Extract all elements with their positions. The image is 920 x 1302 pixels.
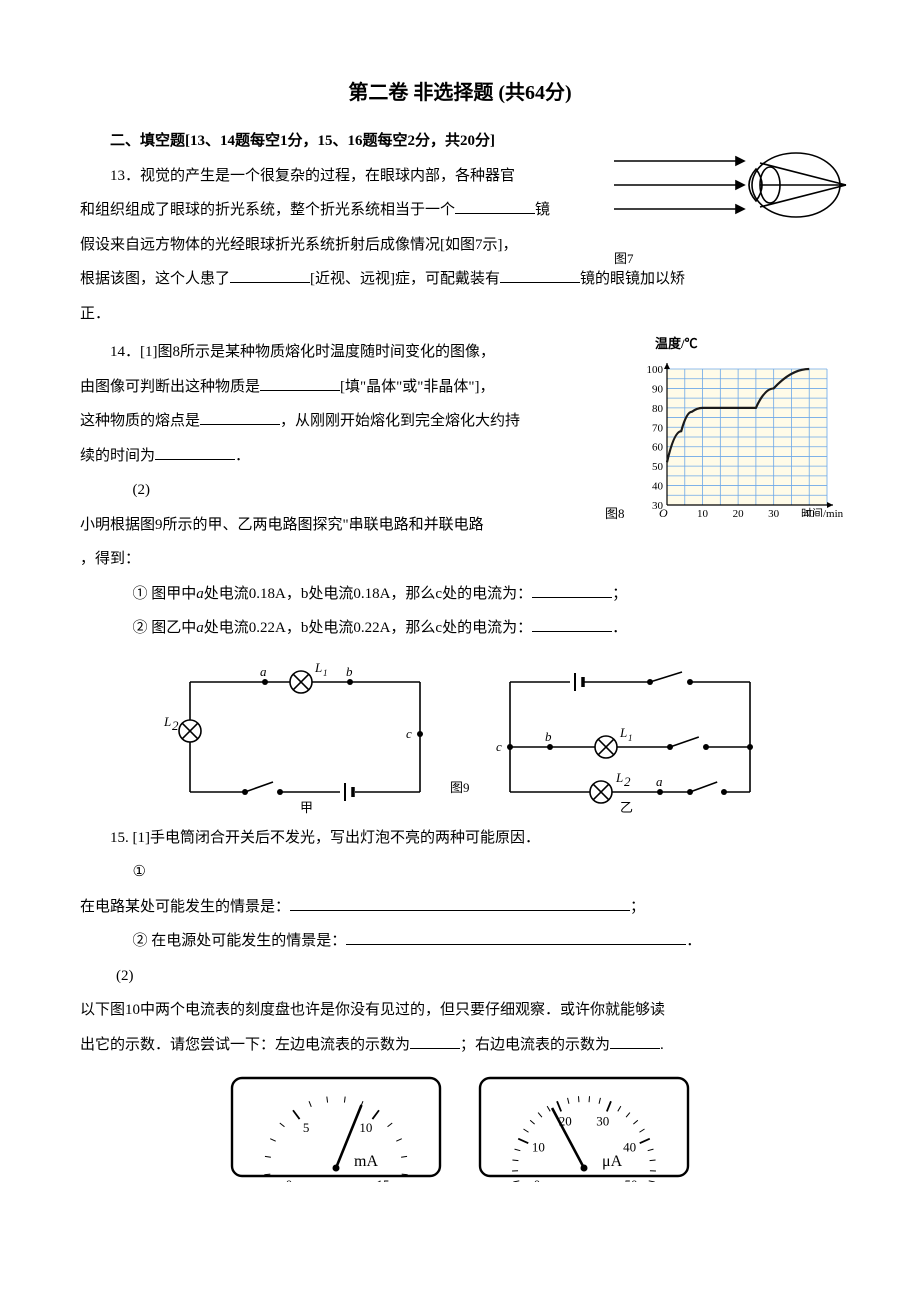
svg-text:b: b bbox=[545, 729, 552, 744]
svg-text:40: 40 bbox=[652, 480, 664, 492]
figure-7: 图7 bbox=[610, 145, 850, 274]
text: ； bbox=[612, 586, 627, 602]
q14-item1: ① 图甲中a处电流0.18A，b处电流0.18A，那么c处的电流为： ； bbox=[80, 577, 840, 612]
q15-item2: ② 在电源处可能发生的情景是： ． bbox=[80, 924, 840, 959]
svg-text:L: L bbox=[163, 714, 171, 729]
svg-text:图9: 图9 bbox=[450, 780, 470, 795]
text: [填"晶体"或"非晶体"]， bbox=[340, 379, 494, 395]
svg-text:2: 2 bbox=[172, 718, 179, 733]
svg-text:2: 2 bbox=[624, 774, 631, 789]
blank-melting-point[interactable] bbox=[200, 408, 280, 426]
q13-line5: 正． bbox=[80, 297, 840, 332]
q15-line1: 15. [1]手电筒闭合开关后不发光，写出灯泡不亮的两种可能原因． bbox=[80, 821, 840, 856]
svg-text:L: L bbox=[314, 660, 322, 675]
text: ，从刚刚开始熔化到完全熔化大约持 bbox=[280, 413, 520, 429]
q15-line3: 以下图10中两个电流表的刻度盘也许是你没有见过的，但只要仔细观察．或许你就能够读 bbox=[80, 993, 840, 1028]
blank-meter-left[interactable] bbox=[410, 1031, 460, 1049]
fig8-ylabel: 温度/℃ bbox=[639, 329, 844, 359]
svg-text:50: 50 bbox=[652, 461, 664, 473]
figure7-caption: 图7 bbox=[610, 244, 850, 274]
svg-text:30: 30 bbox=[596, 1114, 609, 1129]
figure-9: aL1bcL2甲图9bL1cL2a乙 bbox=[80, 652, 840, 817]
q13-block: 图7 13．视觉的产生是一个很复杂的过程，在眼球内部，各种器官 和组织组成了眼球… bbox=[80, 159, 840, 332]
text: 续的时间为 bbox=[80, 448, 155, 464]
figure-10: 051015mA 01020304050μA bbox=[80, 1072, 840, 1196]
q15-item1-body: 在电路某处可能发生的情景是： ； bbox=[80, 890, 840, 925]
blank-correction-lens[interactable] bbox=[500, 266, 580, 284]
a-italic: a bbox=[196, 620, 204, 636]
svg-text:O: O bbox=[659, 506, 668, 517]
svg-text:c: c bbox=[406, 726, 412, 741]
text: 处电流0.22A，b处电流0.22A，那么c处的电流为： bbox=[204, 620, 532, 636]
svg-text:1: 1 bbox=[628, 733, 633, 743]
svg-text:30: 30 bbox=[768, 508, 780, 517]
text: ② 图乙中 bbox=[133, 620, 197, 636]
page-title: 第二卷 非选择题 (共64分) bbox=[80, 70, 840, 116]
svg-text:0: 0 bbox=[286, 1177, 293, 1182]
svg-text:μA: μA bbox=[602, 1153, 623, 1170]
a-italic: a bbox=[196, 586, 204, 602]
text: 和组织组成了眼球的折光系统，整个折光系统相当于一个 bbox=[80, 202, 455, 218]
svg-text:a: a bbox=[260, 664, 267, 679]
text: ． bbox=[686, 933, 701, 949]
text: 这种物质的熔点是 bbox=[80, 413, 200, 429]
q14-item2: ② 图乙中a处电流0.22A，b处电流0.22A，那么c处的电流为： ． bbox=[80, 611, 840, 646]
blank-eye-defect[interactable] bbox=[230, 266, 310, 284]
svg-text:20: 20 bbox=[733, 508, 745, 517]
q14-block: 温度/℃ 3040506070809010010203040O时间/min 图8… bbox=[80, 335, 840, 646]
svg-text:70: 70 bbox=[652, 422, 664, 434]
blank-meter-right[interactable] bbox=[610, 1031, 660, 1049]
svg-text:10: 10 bbox=[697, 508, 709, 517]
svg-text:a: a bbox=[656, 774, 663, 789]
svg-text:10: 10 bbox=[359, 1120, 372, 1135]
text: . bbox=[660, 1037, 664, 1053]
svg-text:80: 80 bbox=[652, 403, 664, 415]
text: 出它的示数．请您尝试一下：左边电流表的示数为 bbox=[80, 1037, 410, 1053]
svg-text:10: 10 bbox=[532, 1140, 545, 1155]
svg-text:c: c bbox=[496, 739, 502, 754]
svg-text:乙: 乙 bbox=[620, 800, 633, 815]
text: 处电流0.18A，b处电流0.18A，那么c处的电流为： bbox=[204, 586, 532, 602]
svg-text:50: 50 bbox=[624, 1177, 637, 1182]
svg-text:40: 40 bbox=[623, 1140, 636, 1155]
svg-text:b: b bbox=[346, 664, 353, 679]
svg-text:5: 5 bbox=[303, 1120, 310, 1135]
blank-duration[interactable] bbox=[155, 442, 235, 460]
figure8-caption: 图8 bbox=[605, 499, 625, 529]
blank-current-c1[interactable] bbox=[532, 580, 612, 598]
text: [近视、远视]症，可配戴装有 bbox=[310, 271, 500, 287]
svg-text:0: 0 bbox=[534, 1177, 541, 1182]
figure-8: 温度/℃ 3040506070809010010203040O时间/min 图8 bbox=[639, 329, 844, 530]
svg-text:L: L bbox=[615, 770, 623, 785]
text: 根据该图，这个人患了 bbox=[80, 271, 230, 287]
q15-sub2: (2) bbox=[80, 959, 840, 994]
blank-crystal[interactable] bbox=[260, 373, 340, 391]
q15-item1: ① bbox=[80, 855, 840, 890]
q14-line6: ，得到： bbox=[80, 542, 840, 577]
svg-text:15: 15 bbox=[377, 1177, 390, 1182]
svg-text:90: 90 bbox=[652, 383, 664, 395]
svg-text:60: 60 bbox=[652, 442, 664, 454]
blank-current-c2[interactable] bbox=[532, 615, 612, 633]
svg-text:mA: mA bbox=[354, 1153, 378, 1170]
svg-text:甲: 甲 bbox=[300, 800, 313, 815]
text: 在电路某处可能发生的情景是： bbox=[80, 899, 290, 915]
svg-text:1: 1 bbox=[323, 668, 328, 678]
text: ② 在电源处可能发生的情景是： bbox=[133, 933, 347, 949]
svg-text:100: 100 bbox=[647, 364, 664, 376]
blank-lens-type[interactable] bbox=[455, 197, 535, 215]
text: ． bbox=[235, 448, 250, 464]
blank-reason2[interactable] bbox=[346, 928, 686, 946]
svg-text:L: L bbox=[619, 725, 627, 740]
text: 镜 bbox=[535, 202, 550, 218]
blank-reason1[interactable] bbox=[290, 893, 630, 911]
text: ；右边电流表的示数为 bbox=[460, 1037, 610, 1053]
text: ① 图甲中 bbox=[133, 586, 197, 602]
text: ； bbox=[630, 899, 645, 915]
q15-line4: 出它的示数．请您尝试一下：左边电流表的示数为 ；右边电流表的示数为. bbox=[80, 1028, 840, 1063]
text: ． bbox=[612, 620, 627, 636]
svg-text:时间/min: 时间/min bbox=[801, 507, 844, 517]
text: 由图像可判断出这种物质是 bbox=[80, 379, 260, 395]
